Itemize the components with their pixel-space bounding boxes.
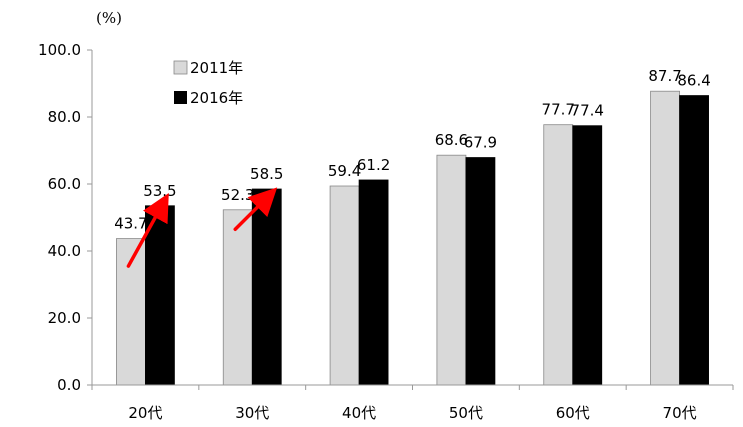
data-label: 61.2 xyxy=(357,156,390,174)
y-tick-label: 20.0 xyxy=(48,309,81,327)
bar-2016-2 xyxy=(358,179,389,386)
bar-2016-4 xyxy=(572,125,603,386)
data-label: 87.7 xyxy=(648,67,681,85)
y-tick-label: 80.0 xyxy=(48,108,81,126)
legend: 2011年 2016年 xyxy=(173,59,243,107)
x-tick-label: 30代 xyxy=(235,404,269,422)
y-tick-label: 100.0 xyxy=(38,41,81,59)
data-label: 52.3 xyxy=(221,186,254,204)
x-tick-label: 50代 xyxy=(449,404,483,422)
x-tick-label: 40代 xyxy=(342,404,376,422)
legend-label-2016: 2016年 xyxy=(190,89,243,107)
bars xyxy=(116,90,709,386)
y-axis-ticks: 0.0 20.0 40.0 60.0 80.0 100.0 xyxy=(38,41,92,394)
data-label: 43.7 xyxy=(114,215,147,233)
bar-2016-3 xyxy=(465,157,496,386)
data-label: 53.5 xyxy=(143,182,176,200)
x-tick-label: 70代 xyxy=(663,404,697,422)
data-label: 86.4 xyxy=(677,72,710,90)
bar-2016-0 xyxy=(145,205,175,386)
y-tick-label: 40.0 xyxy=(48,242,81,260)
data-label: 68.6 xyxy=(435,131,468,149)
bar-2011-3 xyxy=(436,154,467,386)
legend-label-2011: 2011年 xyxy=(190,59,243,77)
y-tick-label: 60.0 xyxy=(48,175,81,193)
y-tick-label: 0.0 xyxy=(57,376,81,394)
bar-2011-1 xyxy=(222,209,253,386)
x-tick-label: 60代 xyxy=(556,404,590,422)
legend-swatch-2011 xyxy=(173,60,188,75)
bar-2011-4 xyxy=(543,124,574,386)
y-unit-label: (%) xyxy=(96,9,122,27)
red-arrow-annotation xyxy=(233,187,278,231)
data-label: 59.4 xyxy=(328,162,361,180)
bar-2016-5 xyxy=(679,95,709,386)
data-label: 58.5 xyxy=(250,165,283,183)
annotations xyxy=(126,187,278,268)
bar-2011-5 xyxy=(650,90,680,386)
bar-2011-2 xyxy=(329,185,360,386)
x-axis-ticks: 20代 30代 40代 50代 60代 70代 xyxy=(91,385,734,422)
data-label: 77.4 xyxy=(571,102,604,120)
red-arrow-annotation xyxy=(126,192,169,268)
bar-2016-1 xyxy=(251,188,282,386)
data-label: 67.9 xyxy=(464,134,497,152)
legend-swatch-2016 xyxy=(174,91,187,104)
x-tick-label: 20代 xyxy=(128,404,162,422)
data-label: 77.7 xyxy=(542,101,575,119)
